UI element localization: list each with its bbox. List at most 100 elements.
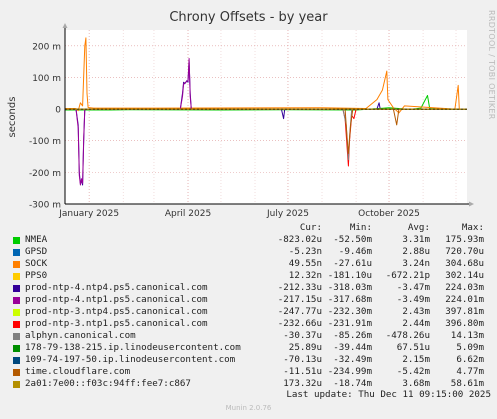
legend-cur: 12.32n [288, 270, 322, 281]
x-axis-ticks: January 2025 April 2025 July 2025 October 2… [58, 209, 420, 219]
legend-min: -318.03m [327, 282, 372, 293]
legend-row: 2a01:7e00::f03c:94ff:fee7:c867 173.32u -18… [10, 378, 490, 390]
legend-series-name: prod-ntp-3.ntp1.ps5.canonical.com [25, 318, 208, 329]
legend-cur: -232.66u [277, 318, 322, 329]
legend-max: 4.77m [456, 366, 484, 377]
y-axis-label: seconds [7, 97, 18, 138]
x-axis-arrow [469, 201, 474, 207]
legend-avg: 3.68m [402, 378, 430, 389]
legend-series-name: SOCK [25, 258, 48, 269]
legend-avg: 2.88u [402, 246, 430, 257]
y-axis-arrow [62, 23, 68, 28]
legend-swatch [13, 321, 20, 328]
legend-max: 397.81m [445, 306, 484, 317]
legend-cur: 173.32u [283, 378, 322, 389]
y-axis-ticks: 200 m 100 m 0 -100 m -200 m -300 m [29, 42, 61, 210]
legend-swatch [13, 309, 20, 316]
legend-min: -18.74m [333, 378, 372, 389]
legend-swatch [13, 345, 20, 352]
y-tick-label: 0 [55, 106, 61, 116]
legend-series-name: prod-ntp-4.ntp4.ps5.canonical.com [25, 282, 208, 293]
legend-swatch [13, 249, 20, 256]
legend-row: time.cloudflare.com -11.51u -234.99m -5.42m… [10, 366, 490, 378]
legend-series-name: prod-ntp-3.ntp4.ps5.canonical.com [25, 306, 208, 317]
legend-min: -32.49m [333, 354, 372, 365]
legend-cur: -823.02u [277, 234, 322, 245]
legend-avg: 2.15m [402, 354, 430, 365]
legend-header-avg: Avg: [407, 222, 430, 233]
x-tick-label: April 2025 [165, 209, 211, 219]
legend-series-name: 178-79-138-215.ip.linodeusercontent.com [25, 342, 241, 353]
legend-row: NMEA -823.02u -52.50m 3.31m 175.93m [10, 234, 490, 246]
legend-series-name: time.cloudflare.com [25, 366, 131, 377]
legend-max: 6.62m [456, 354, 484, 365]
x-tick-label: January 2025 [58, 209, 119, 219]
legend-row: PPS0 12.32n -181.10u -672.21p 302.14u [10, 270, 490, 282]
series-line-11 [65, 108, 467, 154]
legend-min: -234.99m [327, 366, 372, 377]
chart-title: Chrony Offsets - by year [169, 10, 328, 25]
legend-max: 58.61m [450, 378, 484, 389]
legend-row: alphyn.canonical.com -30.37u -85.26m -478.2… [10, 330, 490, 342]
legend-rows: NMEA -823.02u -52.50m 3.31m 175.93m GPSD -5.23… [10, 234, 490, 390]
legend-max: 302.14u [445, 270, 484, 281]
legend-row: prod-ntp-3.ntp4.ps5.canonical.com -247.77… [10, 306, 490, 318]
legend-avg: 2.44m [402, 318, 430, 329]
munin-version: Munin 2.0.76 [225, 404, 272, 412]
legend-avg: 2.43m [402, 306, 430, 317]
legend-swatch [13, 333, 20, 340]
legend-min: -27.61u [333, 258, 372, 269]
legend-min: -317.68m [327, 294, 372, 305]
legend-avg: -478.26u [385, 330, 430, 341]
legend-row: prod-ntp-4.ntp1.ps5.canonical.com -217.15… [10, 294, 490, 306]
legend-max: 224.03m [445, 282, 484, 293]
legend-cur: -212.33u [277, 282, 322, 293]
legend-header: Cur: Min: Avg: Max: [10, 222, 490, 234]
legend-cur: -30.37u [283, 330, 322, 341]
legend-series-name: 2a01:7e00::f03c:94ff:fee7:c867 [25, 378, 191, 389]
legend-swatch [13, 357, 20, 364]
legend-cur: -247.77u [277, 306, 322, 317]
legend-avg: -3.49m [396, 294, 430, 305]
legend-header-max: Max: [461, 222, 484, 233]
legend-min: -9.46m [338, 246, 372, 257]
legend-min: -181.10u [327, 270, 372, 281]
legend-row: 109-74-197-50.ip.linodeusercontent.com -7… [10, 354, 490, 366]
legend-cur: -70.13u [283, 354, 322, 365]
legend-max: 396.80m [445, 318, 484, 329]
legend-row: prod-ntp-4.ntp4.ps5.canonical.com -212.33… [10, 282, 490, 294]
legend-min: -231.91m [327, 318, 372, 329]
legend-swatch [13, 369, 20, 376]
legend-min: -232.30m [327, 306, 372, 317]
legend-avg: 3.31m [402, 234, 430, 245]
x-tick-label: July 2025 [266, 209, 309, 219]
legend-max: 224.01m [445, 294, 484, 305]
legend-row: 178-79-138-215.ip.linodeusercontent.com 2… [10, 342, 490, 354]
legend-row: SOCK 49.55n -27.61u 3.24n 304.68u [10, 258, 490, 270]
legend-min: -85.26m [333, 330, 372, 341]
legend-cur: -217.15u [277, 294, 322, 305]
legend-max: 5.09m [456, 342, 484, 353]
legend-series-name: 109-74-197-50.ip.linodeusercontent.com [25, 354, 236, 365]
legend-min: -39.44m [333, 342, 372, 353]
legend: Cur: Min: Avg: Max: NMEA -823.02u -52.50m 3… [10, 222, 490, 390]
legend-row: prod-ntp-3.ntp1.ps5.canonical.com -232.66… [10, 318, 490, 330]
rrdtool-credit: RRDTOOL / TOBI OETIKER [487, 10, 496, 120]
legend-cur: 49.55n [288, 258, 322, 269]
legend-series-name: alphyn.canonical.com [25, 330, 136, 341]
legend-avg: -672.21p [385, 270, 430, 281]
legend-swatch [13, 297, 20, 304]
legend-max: 175.93m [445, 234, 484, 245]
last-update: Last update: Thu Dec 11 09:15:00 2025 [286, 389, 491, 400]
axes [62, 23, 474, 207]
y-tick-label: -100 m [29, 137, 61, 147]
legend-cur: -5.23n [288, 246, 322, 257]
legend-avg: 3.24n [402, 258, 430, 269]
legend-row: GPSD -5.23n -9.46m 2.88u 720.70u [10, 246, 490, 258]
y-tick-label: 100 m [32, 74, 61, 84]
y-tick-label: -300 m [29, 201, 61, 211]
legend-series-name: GPSD [25, 246, 48, 257]
legend-series-name: NMEA [25, 234, 48, 245]
legend-avg: -3.47m [396, 282, 430, 293]
